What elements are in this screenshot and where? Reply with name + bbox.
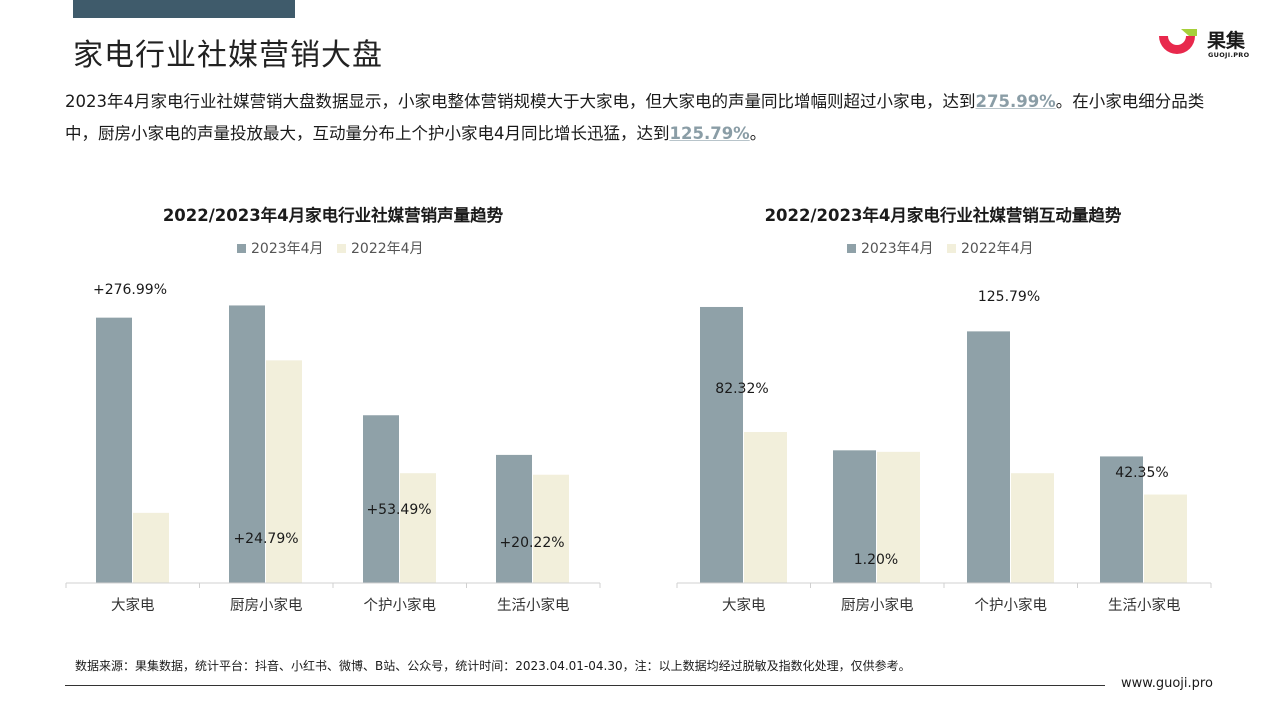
interaction-chart-title: 2022/2023年4月家电行业社媒营销互动量趋势 — [765, 205, 1122, 225]
interaction-category-label-3: 生活小家电 — [1108, 597, 1181, 614]
brand-logo: 果集 GUOJI.PRO — [1157, 26, 1257, 66]
volume-growth-label-0: +276.99% — [93, 282, 167, 298]
volume-bar-2023-3 — [496, 454, 532, 583]
summary-text-2: 。在小家电细分品类中，厨房小家电的声量投放最大，互动量分布上个护小家电4月同比增… — [65, 92, 1205, 143]
summary-paragraph: 2023年4月家电行业社媒营销大盘数据显示，小家电整体营销规模大于大家电，但大家… — [65, 86, 1215, 150]
volume-bar-2023-0 — [96, 317, 132, 583]
summary-text-1: 2023年4月家电行业社媒营销大盘数据显示，小家电整体营销规模大于大家电，但大家… — [65, 92, 976, 111]
logo-name-cn: 果集 — [1207, 30, 1246, 52]
volume-legend-swatch-2023 — [237, 244, 246, 253]
volume-chart-title: 2022/2023年4月家电行业社媒营销声量趋势 — [163, 205, 504, 225]
volume-bar-2023-2 — [363, 415, 399, 583]
interaction-growth-label-3: 42.35% — [1115, 465, 1168, 481]
footer-divider — [65, 685, 1105, 686]
volume-legend-swatch-2022 — [337, 244, 346, 253]
summary-highlight-2: 125.79% — [669, 124, 750, 143]
volume-bar-2023-1 — [229, 305, 265, 583]
guoji-logo-icon — [1159, 29, 1197, 54]
volume-category-label-3: 生活小家电 — [497, 597, 570, 614]
volume-bar-2022-3 — [533, 474, 569, 583]
interaction-legend-label-2022: 2022年4月 — [961, 241, 1034, 257]
volume-bar-2022-2 — [400, 473, 436, 583]
volume-legend-label-2022: 2022年4月 — [351, 241, 424, 257]
interaction-bar-2022-0 — [744, 432, 787, 583]
page-title: 家电行业社媒营销大盘 — [73, 38, 383, 73]
volume-category-label-0: 大家电 — [111, 597, 155, 614]
interaction-category-label-1: 厨房小家电 — [841, 597, 914, 614]
interaction-bar-2022-3 — [1144, 494, 1187, 583]
volume-category-label-1: 厨房小家电 — [230, 597, 303, 614]
interaction-category-label-2: 个护小家电 — [975, 597, 1048, 614]
website-url[interactable]: www.guoji.pro — [1121, 676, 1213, 691]
interaction-legend-label-2023: 2023年4月 — [861, 241, 934, 257]
interaction-bar-2023-2 — [967, 331, 1010, 583]
volume-growth-label-1: +24.79% — [233, 531, 298, 547]
summary-highlight-1: 275.99% — [975, 92, 1056, 111]
interaction-bar-2023-3 — [1100, 456, 1143, 583]
data-source-note: 数据来源：果集数据，统计平台：抖音、小红书、微博、B站、公众号，统计时间：202… — [75, 659, 911, 673]
interaction-bar-2022-1 — [877, 451, 920, 583]
volume-growth-label-3: +20.22% — [499, 535, 564, 551]
interaction-growth-label-1: 1.20% — [854, 552, 898, 568]
interaction-growth-label-0: 82.32% — [715, 381, 768, 397]
volume-bar-2022-0 — [133, 512, 169, 583]
interaction-category-label-0: 大家电 — [722, 597, 766, 614]
volume-category-label-2: 个护小家电 — [364, 597, 437, 614]
interaction-bar-2022-2 — [1011, 473, 1054, 583]
interaction-legend-swatch-2023 — [847, 244, 856, 253]
interaction-bar-2023-0 — [700, 306, 743, 583]
volume-bar-2022-1 — [266, 360, 302, 583]
volume-legend-label-2023: 2023年4月 — [251, 241, 324, 257]
interaction-bar-2023-1 — [833, 450, 876, 583]
logo-name-en: GUOJI.PRO — [1208, 51, 1250, 59]
summary-text-3: 。 — [749, 124, 767, 143]
interaction-growth-label-2: 125.79% — [978, 289, 1040, 305]
volume-growth-label-2: +53.49% — [366, 502, 431, 518]
interaction-legend-swatch-2022 — [947, 244, 956, 253]
header-accent-bar — [73, 0, 295, 18]
